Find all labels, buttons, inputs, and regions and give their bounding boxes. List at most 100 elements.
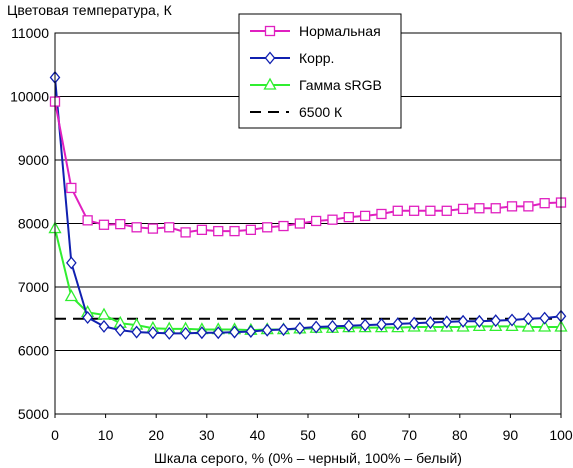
data-point bbox=[441, 315, 453, 329]
data-point bbox=[196, 326, 208, 340]
data-point bbox=[310, 215, 322, 227]
y-tick-label: 9000 bbox=[18, 152, 49, 168]
data-point bbox=[376, 208, 387, 220]
data-point bbox=[131, 222, 142, 233]
x-tick-label: 100 bbox=[549, 427, 573, 443]
data-point bbox=[98, 219, 110, 230]
legend-item: Корр. bbox=[250, 50, 334, 66]
data-point bbox=[327, 214, 338, 225]
data-point bbox=[229, 225, 240, 237]
series-2 bbox=[49, 70, 567, 340]
y-tick-label: 7000 bbox=[18, 279, 49, 295]
data-point bbox=[408, 316, 420, 330]
x-axis-tick-labels: 0 10 20 30 40 50 60 70 80 90 100 bbox=[51, 414, 573, 443]
data-point bbox=[359, 210, 371, 222]
data-point bbox=[343, 319, 355, 333]
data-point bbox=[359, 318, 371, 332]
data-point bbox=[196, 224, 208, 236]
x-tick-label: 0 bbox=[51, 427, 59, 443]
data-point bbox=[425, 205, 436, 216]
legend-item: Гамма sRGB bbox=[250, 77, 382, 93]
legend-label: 6500 К bbox=[299, 104, 343, 120]
legend-marker bbox=[263, 77, 277, 90]
data-point bbox=[506, 313, 518, 327]
data-point bbox=[441, 205, 452, 216]
data-point bbox=[163, 326, 175, 340]
x-axis-label: Шкала серого, % (0% – черный, 100% – бел… bbox=[154, 450, 462, 466]
x-tick-label: 20 bbox=[148, 427, 164, 443]
data-point bbox=[343, 211, 354, 223]
data-point bbox=[97, 307, 111, 320]
chart-title: Цветовая температура, К bbox=[7, 2, 173, 18]
data-point bbox=[245, 324, 257, 338]
x-tick-label: 30 bbox=[199, 427, 215, 443]
x-tick-label: 80 bbox=[452, 427, 468, 443]
x-tick-label: 90 bbox=[503, 427, 519, 443]
x-tick-label: 10 bbox=[98, 427, 114, 443]
legend-marker bbox=[264, 25, 276, 37]
legend-item: Нормальная bbox=[250, 23, 381, 39]
legend-item: 6500 К bbox=[250, 104, 343, 120]
data-point bbox=[147, 223, 159, 234]
data-point bbox=[539, 198, 550, 209]
data-point bbox=[474, 314, 485, 328]
legend-marker bbox=[264, 51, 276, 65]
y-tick-label: 10000 bbox=[10, 89, 49, 105]
data-point bbox=[278, 220, 289, 232]
data-point bbox=[376, 317, 387, 331]
data-point bbox=[212, 326, 224, 340]
data-point bbox=[131, 325, 142, 339]
data-point bbox=[261, 323, 273, 337]
data-point bbox=[474, 203, 485, 214]
data-point bbox=[457, 203, 469, 215]
series-3 bbox=[48, 221, 568, 335]
legend-label: Корр. bbox=[299, 50, 334, 66]
data-point bbox=[245, 224, 257, 236]
data-point bbox=[213, 225, 224, 237]
data-point bbox=[82, 310, 93, 325]
data-point bbox=[538, 319, 552, 332]
data-point bbox=[147, 326, 159, 340]
y-tick-label: 8000 bbox=[18, 216, 49, 232]
legend: Нормальная Корр. Гамма sRGB 6500 К bbox=[238, 13, 402, 129]
series-1 bbox=[49, 96, 567, 238]
data-point bbox=[114, 323, 126, 337]
legend-label: Гамма sRGB bbox=[299, 77, 382, 93]
data-point bbox=[457, 314, 469, 328]
data-point bbox=[310, 320, 322, 334]
data-point bbox=[392, 205, 403, 216]
data-point bbox=[278, 323, 289, 337]
legend-label: Нормальная bbox=[299, 23, 381, 39]
series-lines bbox=[48, 70, 568, 340]
data-point bbox=[98, 319, 110, 333]
y-tick-label: 11000 bbox=[11, 25, 49, 41]
data-point bbox=[294, 218, 306, 229]
data-point bbox=[490, 203, 501, 214]
data-point bbox=[262, 222, 273, 233]
data-point bbox=[82, 215, 93, 226]
series-line bbox=[54, 228, 561, 332]
data-point bbox=[327, 319, 338, 333]
data-point bbox=[229, 325, 240, 339]
x-tick-label: 50 bbox=[300, 427, 316, 443]
y-tick-label: 5000 bbox=[18, 406, 49, 422]
data-point bbox=[180, 326, 191, 340]
data-point bbox=[64, 289, 78, 302]
data-point bbox=[521, 319, 535, 332]
data-point bbox=[66, 256, 77, 270]
data-point bbox=[539, 311, 550, 325]
y-axis-tick-labels: 5000 6000 7000 8000 9000 10000 11000 bbox=[10, 25, 49, 422]
data-point bbox=[408, 205, 420, 216]
data-point bbox=[294, 321, 306, 335]
data-point bbox=[115, 218, 126, 230]
x-tick-label: 70 bbox=[401, 427, 417, 443]
data-point bbox=[523, 312, 534, 326]
data-point bbox=[66, 182, 77, 194]
data-point bbox=[425, 316, 436, 330]
data-point bbox=[490, 314, 502, 328]
y-tick-label: 6000 bbox=[18, 343, 49, 359]
x-tick-label: 60 bbox=[351, 427, 367, 443]
data-point bbox=[392, 317, 404, 331]
data-point bbox=[523, 201, 534, 212]
